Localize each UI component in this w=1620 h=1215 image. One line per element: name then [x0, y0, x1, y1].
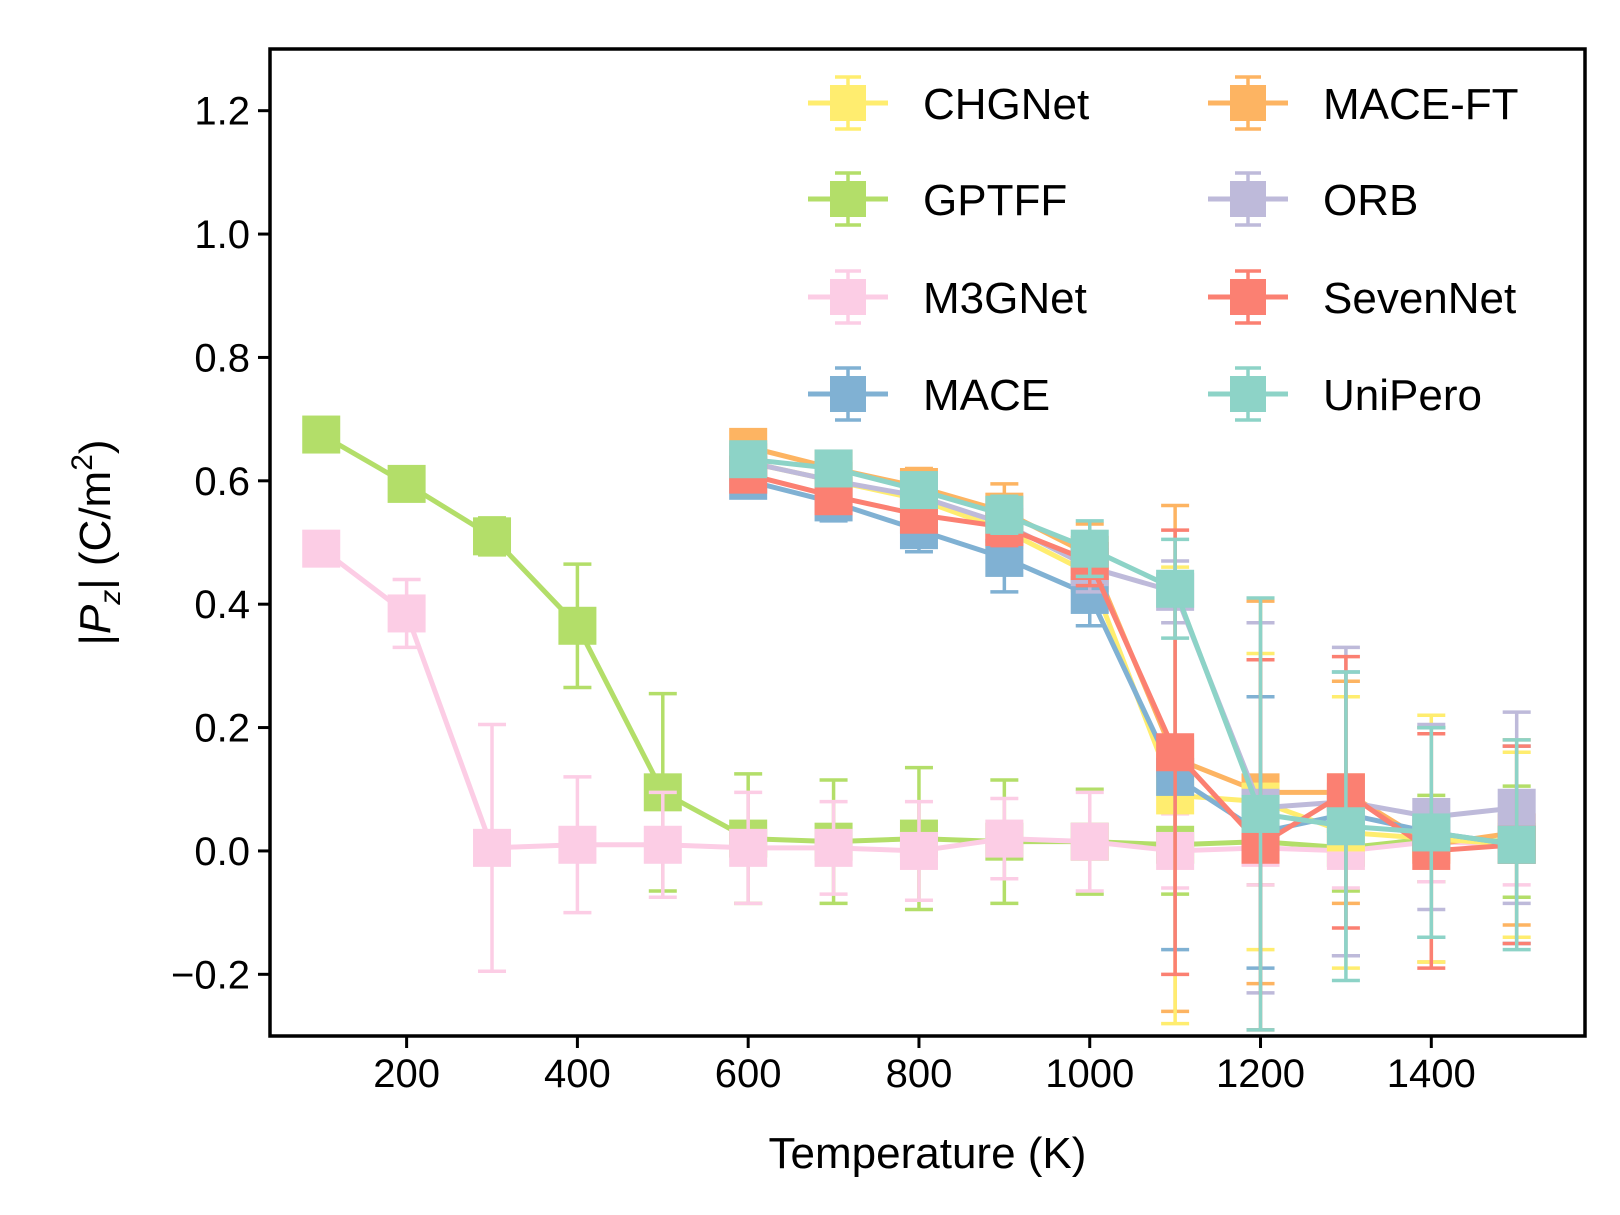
y-tick-label: −0.2: [171, 953, 250, 997]
legend-item-m3gnet: M3GNet: [808, 269, 1087, 325]
legend-marker: [830, 181, 866, 217]
data-point-m3gnet: [558, 825, 597, 864]
legend-item-chgnet: CHGNet: [808, 75, 1089, 131]
legend-item-mace: MACE: [808, 366, 1050, 422]
series-line-unipero: [747, 456, 1518, 848]
plot-marks: [302, 415, 1536, 1032]
x-tick-label: 1000: [1045, 1052, 1134, 1096]
data-point-unipero: [1241, 794, 1280, 833]
data-point-m3gnet: [387, 594, 426, 633]
y-tick-label: 0.2: [194, 707, 250, 751]
y-tick-label: 0.6: [194, 460, 250, 504]
legend-marker: [1230, 279, 1266, 315]
series-line-orb: [747, 459, 1517, 820]
data-point-gptff: [473, 517, 512, 556]
legend-label: CHGNet: [923, 80, 1089, 129]
legend-marker: [830, 279, 866, 315]
data-point-unipero: [814, 449, 853, 488]
data-point-gptff: [302, 415, 341, 454]
data-point-unipero: [1156, 569, 1195, 608]
x-tick-label: 200: [373, 1052, 440, 1096]
x-axis-label: Temperature (K): [769, 1129, 1087, 1178]
legend-label: ORB: [1323, 176, 1418, 225]
data-point-m3gnet: [302, 529, 341, 568]
y-tick-label: 0.0: [194, 830, 250, 874]
y-tick-label: 0.4: [194, 583, 250, 627]
legend: CHGNet GPTFF M3GNet MACE MACE-FT ORB SevenNet U…: [808, 75, 1519, 422]
legend-label: MACE-FT: [1323, 80, 1519, 129]
legend-item-sevennet: SevenNet: [1208, 269, 1516, 325]
x-tick-label: 1200: [1216, 1052, 1305, 1096]
legend-label: M3GNet: [923, 274, 1087, 323]
data-point-m3gnet: [899, 831, 938, 870]
series-unipero: [729, 440, 1536, 1032]
x-tick-label: 800: [886, 1052, 953, 1096]
plot-frame: [268, 47, 1587, 1038]
legend-marker: [1230, 85, 1266, 121]
data-point-unipero: [1070, 529, 1109, 568]
legend-label: SevenNet: [1323, 274, 1516, 323]
legend-marker: [1230, 181, 1266, 217]
y-axis-label: |Pz| (C/m2): [66, 439, 127, 645]
data-point-unipero: [1412, 813, 1451, 852]
legend-item-orb: ORB: [1208, 171, 1418, 227]
legend-label: GPTFF: [923, 176, 1067, 225]
legend-label: MACE: [923, 371, 1050, 420]
data-point-m3gnet: [1070, 822, 1109, 861]
legend-marker: [830, 376, 866, 412]
legend-marker: [1230, 376, 1266, 412]
legend-item-gptff: GPTFF: [808, 171, 1067, 227]
data-point-m3gnet: [814, 828, 853, 867]
y-tick-label: 1.2: [194, 90, 250, 134]
y-label-unit: | (C/m: [71, 471, 120, 590]
y-label-superscript: 2: [66, 454, 99, 471]
y-label-suffix: ): [71, 439, 120, 454]
data-point-unipero: [899, 471, 938, 510]
y-label-subscript: z: [94, 590, 127, 606]
y-label-variable: P: [71, 604, 120, 634]
data-point-unipero: [729, 440, 768, 479]
legend-item-mace-ft: MACE-FT: [1208, 75, 1519, 131]
x-tick-label: 1400: [1387, 1052, 1476, 1096]
data-point-sevennet: [1156, 733, 1195, 772]
data-point-unipero: [1497, 825, 1536, 864]
data-point-m3gnet: [643, 825, 682, 864]
y-tick-label: 1.0: [194, 213, 250, 257]
axes: 200 400 600 800 1000 1200 1400 −0.2 0.0 0.2 0.4 0.6…: [171, 90, 1476, 1096]
data-point-unipero: [1326, 807, 1365, 846]
data-point-gptff: [387, 464, 426, 503]
data-point-m3gnet: [473, 828, 512, 867]
series-line-sevennet: [747, 472, 1517, 854]
x-tick-label: 400: [544, 1052, 611, 1096]
legend-marker: [830, 85, 866, 121]
x-tick-label: 600: [715, 1052, 782, 1096]
data-point-gptff: [558, 606, 597, 645]
legend-label: UniPero: [1323, 371, 1482, 420]
y-label-prefix: |: [71, 634, 120, 645]
y-tick-label: 0.8: [194, 336, 250, 380]
legend-item-unipero: UniPero: [1208, 366, 1482, 422]
data-point-m3gnet: [985, 819, 1024, 858]
data-point-unipero: [985, 495, 1024, 534]
data-point-m3gnet: [729, 828, 768, 867]
